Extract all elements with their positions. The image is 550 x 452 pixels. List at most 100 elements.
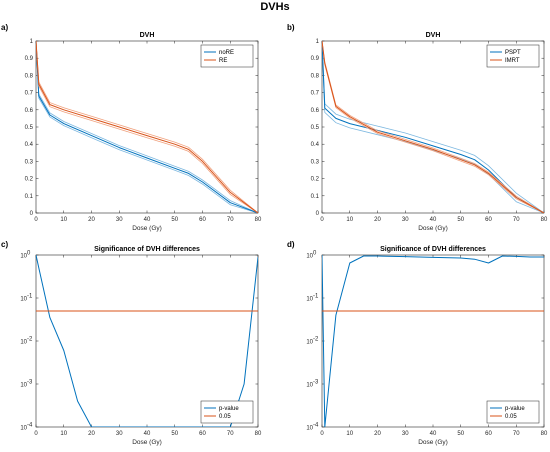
x-tick-label: 30 xyxy=(402,217,409,223)
y-tick-label: 0.4 xyxy=(25,142,34,148)
y-tick-label: 10 xyxy=(20,426,27,432)
x-axis-label: Dose (Gy) xyxy=(132,439,162,446)
panel-letter: b) xyxy=(287,23,295,32)
x-tick-label: 40 xyxy=(430,431,437,437)
y-tick-label: 0.7 xyxy=(25,91,34,97)
x-tick-label: 80 xyxy=(541,217,548,223)
series-line-IMRT xyxy=(322,41,544,213)
legend-entry: noRE xyxy=(219,50,234,56)
y-tick-exponent: -2 xyxy=(313,337,319,343)
x-tick-label: 60 xyxy=(485,431,492,437)
y-tick-label: 0.4 xyxy=(311,142,320,148)
x-tick-label: 10 xyxy=(346,217,353,223)
x-tick-label: 0 xyxy=(320,217,324,223)
x-tick-label: 60 xyxy=(485,217,492,223)
x-tick-label: 40 xyxy=(144,431,151,437)
x-tick-label: 0 xyxy=(320,431,324,437)
y-tick-exponent: -3 xyxy=(27,380,33,386)
y-tick-label: 0.6 xyxy=(25,108,34,114)
series-band-PSPT-upper xyxy=(322,41,544,213)
y-tick-exponent: -4 xyxy=(27,423,33,429)
x-tick-label: 50 xyxy=(171,217,178,223)
y-tick-label: 0.9 xyxy=(311,56,320,62)
legend-entry: p-value xyxy=(219,406,239,412)
x-tick-label: 50 xyxy=(457,217,464,223)
legend: noRE RE xyxy=(200,44,254,68)
x-tick-label: 40 xyxy=(144,217,151,223)
legend-entry: RE xyxy=(219,58,227,64)
y-tick-label: 0 xyxy=(30,211,34,217)
y-tick-label: 0.3 xyxy=(311,159,320,165)
x-tick-label: 10 xyxy=(60,431,67,437)
x-tick-label: 20 xyxy=(374,217,381,223)
x-tick-label: 30 xyxy=(116,431,123,437)
x-axis-label: Dose (Gy) xyxy=(418,225,448,232)
axes-title: DVH xyxy=(426,32,441,39)
axes-title: Significance of DVH differences xyxy=(94,246,200,253)
y-tick-exponent: -1 xyxy=(313,294,319,300)
y-tick-label: 10 xyxy=(306,254,313,260)
x-tick-label: 10 xyxy=(60,217,67,223)
series-band-noRE-lower xyxy=(36,41,258,213)
y-tick-label: 1 xyxy=(316,39,320,45)
x-tick-label: 0 xyxy=(34,217,38,223)
x-tick-label: 40 xyxy=(430,217,437,223)
series-band-noRE-upper xyxy=(36,41,258,213)
y-tick-label: 10 xyxy=(306,340,313,346)
y-tick-label: 0.8 xyxy=(311,73,320,79)
y-tick-label: 0.9 xyxy=(25,56,34,62)
y-tick-label: 10 xyxy=(306,426,313,432)
x-tick-label: 60 xyxy=(199,217,206,223)
x-axis-label: Dose (Gy) xyxy=(418,439,448,446)
series-line-p-value xyxy=(322,255,544,427)
y-tick-label: 0.6 xyxy=(311,108,320,114)
axes-box xyxy=(321,254,545,428)
y-tick-exponent: 0 xyxy=(27,251,31,257)
y-tick-label: 10 xyxy=(20,340,27,346)
axes-box xyxy=(35,254,259,428)
legend-entry: PSPT xyxy=(505,50,521,56)
x-tick-label: 20 xyxy=(88,431,95,437)
x-tick-label: 50 xyxy=(457,431,464,437)
series-line-p-value xyxy=(36,255,258,427)
y-tick-exponent: -2 xyxy=(27,337,33,343)
legend: p-value 0.05 xyxy=(200,400,254,424)
x-tick-label: 30 xyxy=(402,431,409,437)
y-tick-label: 0.1 xyxy=(25,194,34,200)
x-tick-label: 20 xyxy=(374,431,381,437)
y-tick-exponent: 0 xyxy=(313,251,317,257)
plot-area xyxy=(36,255,258,427)
y-tick-label: 0.5 xyxy=(25,125,34,131)
legend-box xyxy=(200,400,254,424)
x-tick-label: 70 xyxy=(513,217,520,223)
x-tick-label: 70 xyxy=(227,217,234,223)
series-line-PSPT xyxy=(322,41,544,213)
y-tick-label: 0.1 xyxy=(311,194,320,200)
y-tick-label: 0.3 xyxy=(25,159,34,165)
y-tick-label: 10 xyxy=(20,297,27,303)
figure-title: DVHs xyxy=(260,1,289,13)
x-tick-label: 80 xyxy=(255,217,262,223)
x-tick-label: 60 xyxy=(199,431,206,437)
series-band-RE-upper xyxy=(36,41,258,213)
legend-box xyxy=(200,44,254,68)
plot-area xyxy=(36,41,258,213)
x-tick-label: 50 xyxy=(171,431,178,437)
panel-1: a) DVH 0 10 20 30 40 50 60 70 80 0 0.1 0.2 0.3 0.4 0.5 0.… xyxy=(1,23,262,232)
x-tick-label: 20 xyxy=(88,217,95,223)
panel-letter: d) xyxy=(287,240,295,249)
x-axis-label: Dose (Gy) xyxy=(132,225,162,232)
y-tick-label: 10 xyxy=(20,383,27,389)
y-tick-label: 0.2 xyxy=(25,177,34,183)
y-tick-label: 0.2 xyxy=(311,177,320,183)
panel-2: b) DVH 0 10 20 30 40 50 60 70 80 0 0.1 0.2 0.3 0.4 0.5 0.… xyxy=(287,23,548,232)
y-tick-label: 10 xyxy=(306,383,313,389)
legend-box xyxy=(486,44,540,68)
y-tick-label: 0.7 xyxy=(311,91,320,97)
series-line-noRE xyxy=(36,41,258,213)
y-tick-label: 10 xyxy=(306,297,313,303)
y-tick-label: 0.8 xyxy=(25,73,34,79)
